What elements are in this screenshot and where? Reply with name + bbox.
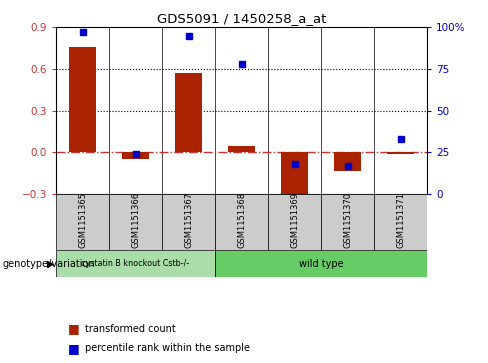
Text: cystatin B knockout Cstb-/-: cystatin B knockout Cstb-/-	[81, 259, 190, 268]
Bar	[387, 152, 414, 154]
Bar	[334, 152, 361, 171]
Bar	[109, 194, 162, 250]
Bar	[122, 152, 149, 159]
Text: ■: ■	[68, 342, 80, 355]
Text: GSM1151371: GSM1151371	[396, 192, 405, 248]
Text: percentile rank within the sample: percentile rank within the sample	[85, 343, 250, 354]
Bar	[69, 47, 96, 152]
Text: ▶: ▶	[47, 258, 55, 269]
Bar	[374, 194, 427, 250]
Bar	[215, 194, 268, 250]
Text: ■: ■	[68, 322, 80, 335]
Bar	[162, 194, 215, 250]
Bar	[56, 250, 215, 277]
Text: GSM1151366: GSM1151366	[131, 191, 140, 248]
Bar	[175, 73, 202, 152]
Text: GSM1151368: GSM1151368	[237, 191, 246, 248]
Text: GSM1151365: GSM1151365	[78, 192, 87, 248]
Text: genotype/variation: genotype/variation	[2, 258, 95, 269]
Bar	[281, 152, 308, 201]
Bar	[228, 146, 255, 152]
Text: GSM1151367: GSM1151367	[184, 191, 193, 248]
Bar	[268, 194, 321, 250]
Bar	[215, 250, 427, 277]
Text: GSM1151369: GSM1151369	[290, 192, 299, 248]
Title: GDS5091 / 1450258_a_at: GDS5091 / 1450258_a_at	[157, 12, 326, 25]
Bar	[321, 194, 374, 250]
Bar	[56, 194, 109, 250]
Text: wild type: wild type	[299, 258, 344, 269]
Text: transformed count: transformed count	[85, 323, 176, 334]
Text: GSM1151370: GSM1151370	[343, 192, 352, 248]
